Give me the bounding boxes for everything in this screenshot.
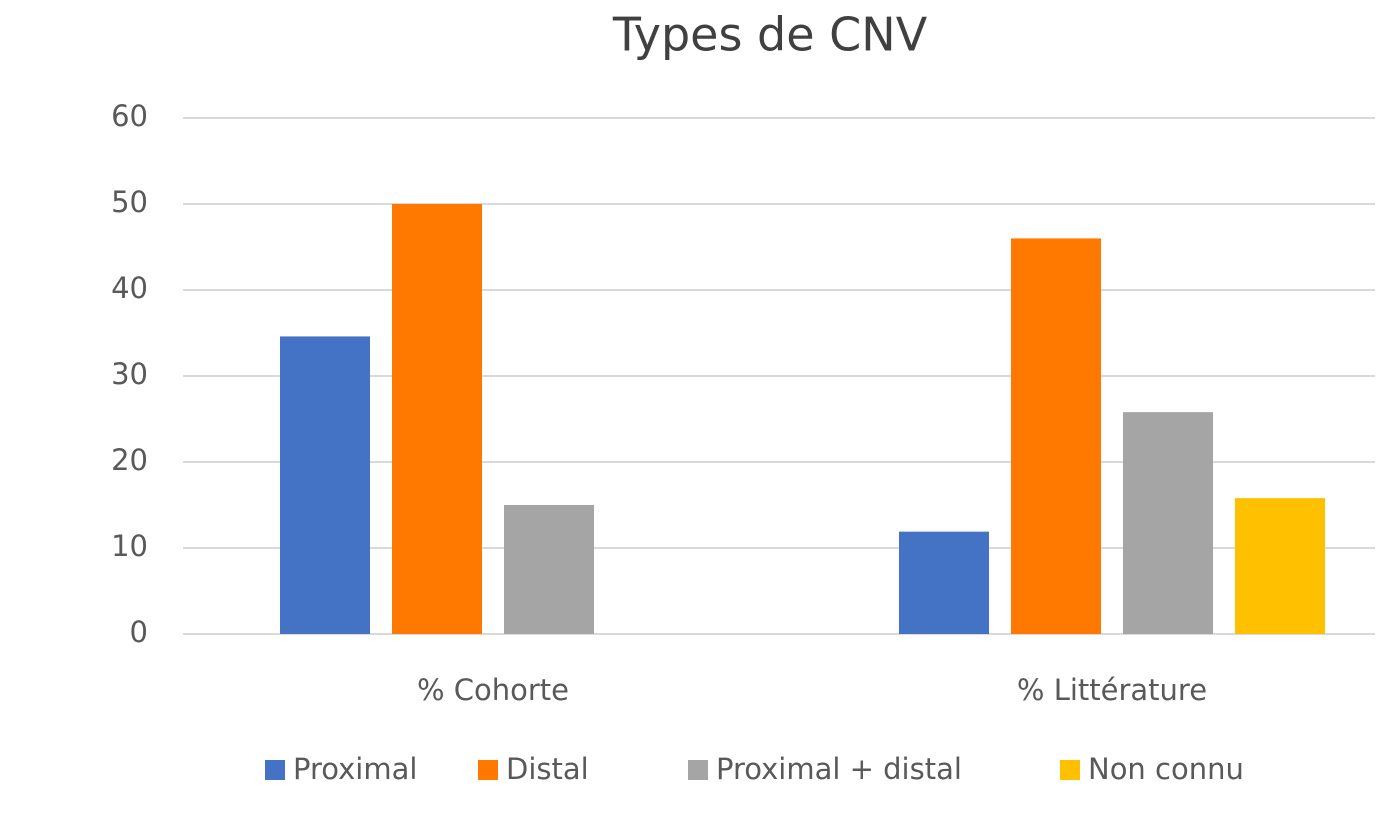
y-tick-label: 20 (111, 443, 148, 477)
y-tick-label: 10 (111, 529, 148, 563)
legend-swatch (1060, 760, 1080, 780)
y-tick-label: 40 (111, 271, 148, 305)
bar (899, 531, 989, 634)
bar (1123, 412, 1213, 634)
legend-label: Distal (506, 752, 589, 786)
bar (1235, 498, 1325, 634)
y-tick-label: 50 (111, 185, 148, 219)
legend-swatch (478, 760, 498, 780)
bar (1011, 238, 1101, 634)
y-tick-label: 0 (130, 615, 148, 649)
bar (504, 505, 594, 634)
legend-label: Proximal + distal (716, 752, 962, 786)
legend-swatch (265, 760, 285, 780)
x-tick-label: % Cohorte (417, 673, 569, 707)
bar (280, 336, 370, 634)
x-tick-label: % Littérature (1017, 673, 1207, 707)
legend-swatch (688, 760, 708, 780)
legend-label: Proximal (293, 752, 417, 786)
chart-title: Types de CNV (612, 8, 928, 62)
y-tick-label: 30 (111, 357, 148, 391)
bar (392, 204, 482, 634)
y-tick-label: 60 (111, 99, 148, 133)
legend-label: Non connu (1088, 752, 1244, 786)
